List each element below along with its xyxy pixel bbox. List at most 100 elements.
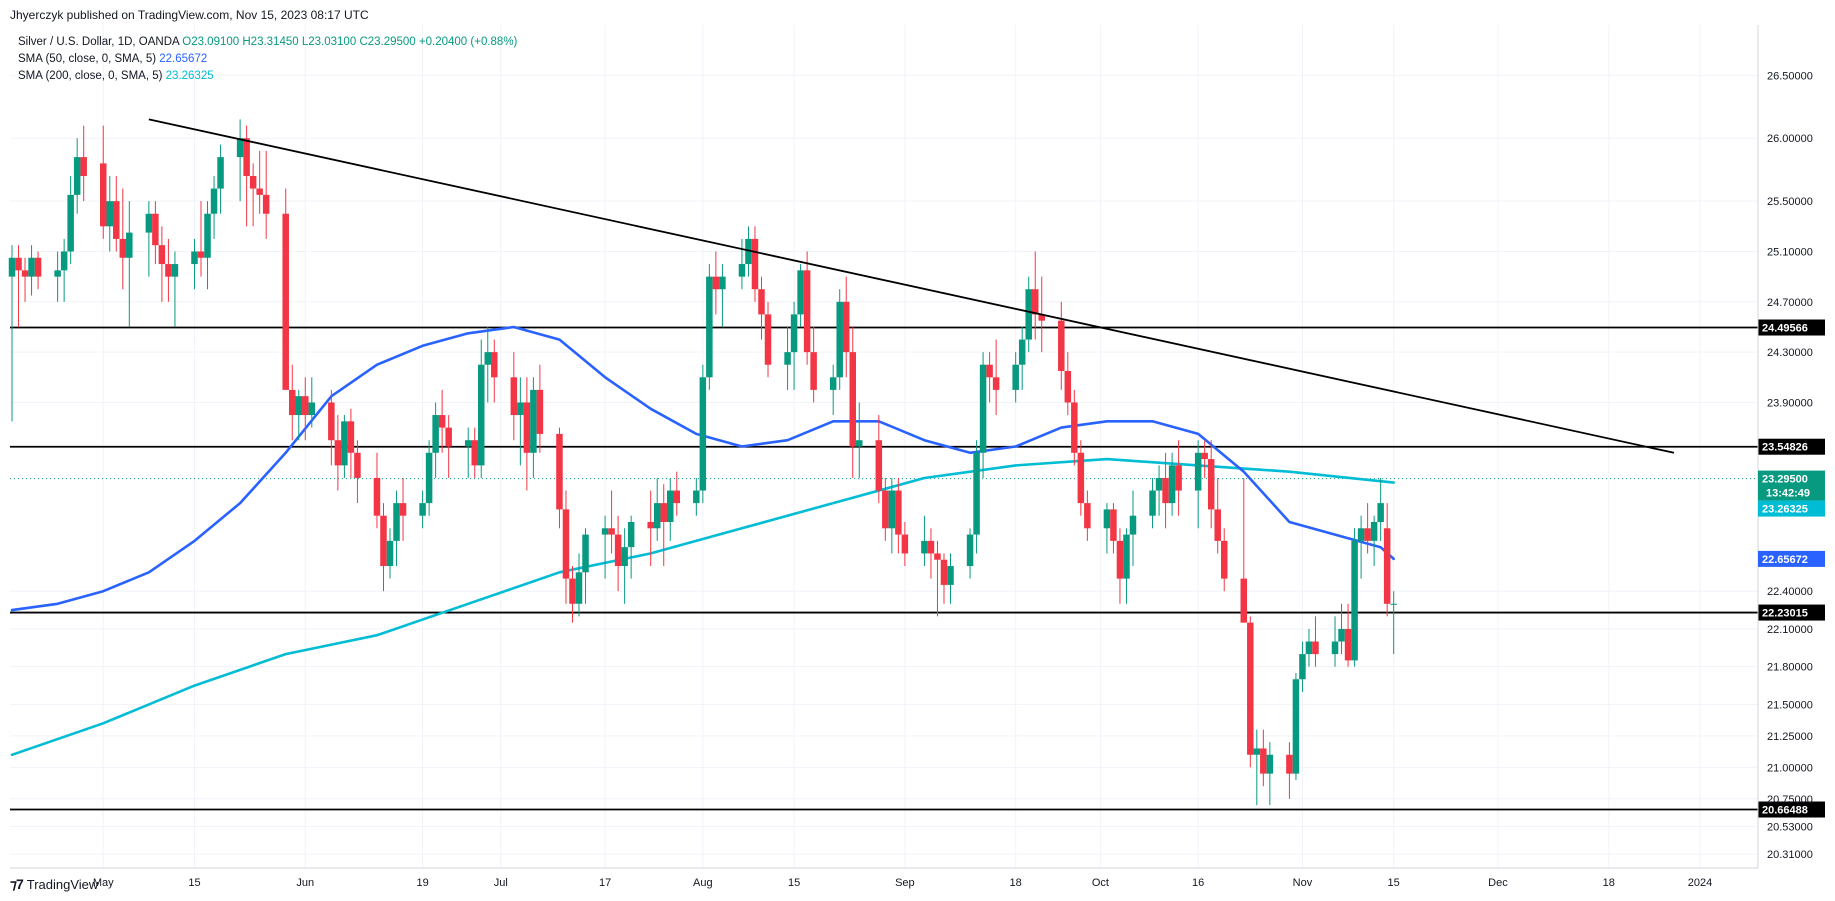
- candle-body: [217, 157, 224, 189]
- candle-up: [478, 339, 485, 478]
- candle-body: [745, 238, 752, 265]
- candle-up: [60, 238, 68, 302]
- sma200-path: [10, 457, 1395, 757]
- candle-body: [1338, 628, 1345, 642]
- candle-body: [1220, 540, 1228, 579]
- candle-body: [1018, 339, 1026, 365]
- candle-body: [28, 257, 35, 277]
- candle-up: [191, 238, 198, 290]
- candle-body: [1058, 320, 1065, 372]
- candle-body: [1377, 503, 1384, 522]
- candle-down: [523, 377, 531, 491]
- candle-body: [517, 402, 524, 416]
- y-tick-label: 21.25000: [1767, 731, 1813, 743]
- candle-down: [347, 408, 355, 478]
- x-tick-label: 2024: [1688, 877, 1712, 889]
- candle-body: [1247, 622, 1254, 755]
- candle-up: [966, 528, 974, 579]
- candle-body: [34, 257, 42, 277]
- candle-down: [875, 415, 883, 504]
- candle-down: [373, 452, 381, 529]
- candle-body: [1077, 452, 1085, 504]
- candle-up: [627, 515, 635, 579]
- candle-body: [197, 251, 205, 258]
- candle-body: [262, 194, 270, 214]
- candle-body: [1331, 641, 1339, 655]
- candle-body: [1162, 477, 1169, 504]
- candle-up: [1390, 591, 1397, 655]
- candle-up: [797, 264, 804, 327]
- candle-down: [1201, 440, 1208, 478]
- level-price-label: 24.49566: [1762, 323, 1808, 335]
- candle-up: [888, 477, 896, 554]
- candle-body: [1305, 641, 1313, 655]
- candle-body: [875, 440, 883, 491]
- level-price-tag: [1758, 604, 1825, 621]
- candle-body: [8, 257, 16, 277]
- footer-brand-text: TradingView: [26, 877, 99, 892]
- candle-body: [1110, 509, 1117, 541]
- x-tick-label: Jun: [296, 877, 314, 889]
- candle-down: [608, 490, 615, 554]
- level-price-label: 22.23015: [1762, 608, 1808, 620]
- candle-down: [901, 521, 909, 567]
- candle-body: [1031, 289, 1039, 315]
- candle-body: [966, 534, 974, 567]
- candle-body: [243, 138, 250, 176]
- candles: [8, 119, 1397, 806]
- candle-up: [236, 119, 244, 202]
- candle-body: [210, 188, 218, 214]
- legend-symbol: Silver / U.S. Dollar, 1D, OANDA: [18, 36, 180, 48]
- candle-down: [80, 125, 87, 202]
- candle-body: [393, 503, 400, 541]
- x-tick-label: Sep: [895, 877, 915, 889]
- axis-price-label: 23.29500: [1762, 474, 1808, 486]
- candle-body: [1351, 540, 1358, 661]
- y-tick-label: 25.10000: [1767, 246, 1813, 258]
- candle-body: [1168, 465, 1176, 504]
- candle-up: [706, 264, 713, 390]
- candle-body: [438, 415, 446, 428]
- candle-up: [1103, 503, 1111, 554]
- candle-up: [653, 477, 661, 541]
- candle-body: [288, 389, 296, 416]
- candle-up: [67, 175, 74, 265]
- candle-body: [1071, 402, 1078, 453]
- candle-body: [947, 566, 954, 585]
- candle-body: [425, 452, 433, 504]
- candle-body: [614, 534, 622, 567]
- candle-up: [1155, 465, 1163, 516]
- candle-down: [927, 528, 935, 579]
- candle-body: [836, 301, 843, 378]
- candle-body: [471, 440, 478, 466]
- candle-down: [243, 125, 250, 227]
- x-tick-label: Dec: [1488, 877, 1508, 889]
- candle-body: [1383, 528, 1391, 604]
- candle-up: [829, 364, 837, 416]
- candle-body: [347, 421, 355, 453]
- legend-sma200-label: SMA (200, close, 0, SMA, 5): [18, 70, 163, 82]
- candle-body: [1149, 490, 1156, 516]
- candle-up: [1018, 326, 1026, 390]
- candle-down: [354, 440, 361, 504]
- candle-body: [445, 427, 452, 447]
- candle-body: [856, 440, 863, 447]
- candle-body: [399, 503, 407, 516]
- candle-down: [15, 245, 22, 327]
- legend-sma50-value: 22.65672: [159, 53, 208, 65]
- candle-up: [1123, 528, 1130, 604]
- candle-down: [328, 389, 335, 466]
- candle-body: [986, 364, 993, 378]
- candle-body: [829, 377, 837, 390]
- candle-body: [888, 490, 896, 529]
- x-tick-label: 19: [416, 877, 428, 889]
- legend-high: H23.31450: [242, 36, 299, 48]
- legend-sma200-value: 23.26325: [165, 70, 214, 82]
- candle-body: [673, 490, 681, 504]
- legend-ohlc-row: Silver / U.S. Dollar, 1D, OANDA O23.0910…: [18, 34, 517, 51]
- footer-brand[interactable]: ⁊7 TradingView: [10, 876, 98, 893]
- y-tick-label: 21.00000: [1767, 762, 1813, 774]
- candle-body: [73, 157, 81, 195]
- candle-up: [484, 326, 492, 403]
